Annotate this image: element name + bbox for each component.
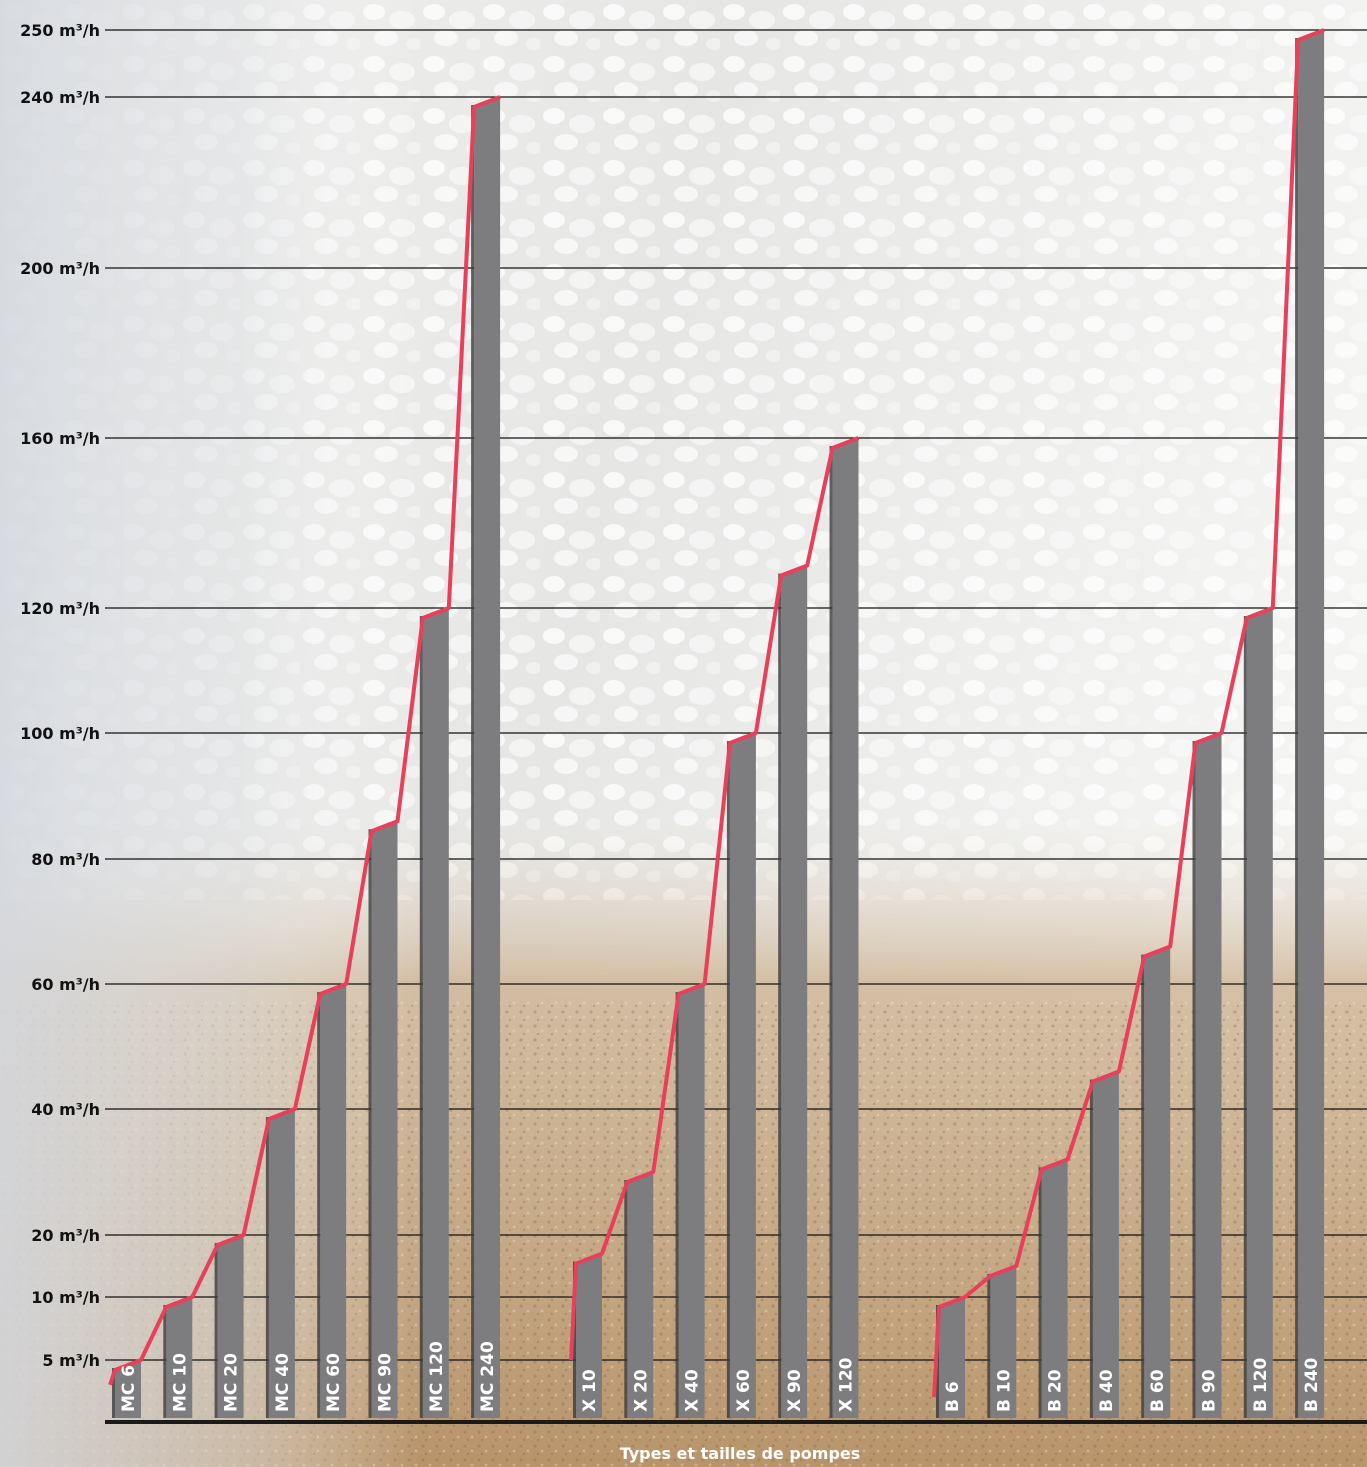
bar-shadow — [987, 1274, 991, 1418]
bar — [781, 565, 808, 1418]
y-tick-label: 100 m³/h — [20, 724, 100, 743]
bar-label: MC 40 — [273, 1353, 293, 1412]
bar — [320, 984, 347, 1418]
x-axis-label: Types et tailles de pompes — [620, 1444, 861, 1463]
bar-shadow — [265, 1117, 269, 1418]
bar-shadow — [1243, 616, 1247, 1418]
bar-shadow — [368, 829, 372, 1418]
bar-label: MC 10 — [170, 1353, 190, 1412]
bar — [1246, 608, 1273, 1418]
bar-label: B 90 — [1200, 1369, 1220, 1412]
y-tick-label: 240 m³/h — [20, 88, 100, 107]
y-tick-label: 20 m³/h — [31, 1226, 100, 1245]
bar — [1298, 30, 1325, 1418]
bar-label: X 10 — [580, 1369, 600, 1412]
bar — [729, 733, 756, 1418]
bar-label: MC 120 — [427, 1341, 447, 1412]
y-tick-label: 5 m³/h — [42, 1351, 100, 1370]
trend-lines — [108, 28, 1325, 1398]
bar — [627, 1172, 654, 1418]
bar-shadow — [1038, 1167, 1042, 1418]
bar-shadow — [624, 1180, 628, 1418]
bar-labels: MC 6 MC 10 MC 20 MC 40 MC 60 MC 90 MC 120 MC 24… — [119, 1341, 1322, 1412]
bar — [217, 1235, 244, 1418]
bar-label: X 20 — [631, 1369, 651, 1412]
bar-shadow — [214, 1243, 218, 1418]
bar-shadow — [419, 616, 423, 1418]
bar — [422, 608, 449, 1418]
bar — [115, 1360, 141, 1418]
y-axis-ticks: 5 m³/h 10 m³/h 20 m³/h 40 m³/h 60 m³/h 80 m³/… — [20, 21, 100, 1370]
bar-shadow — [778, 573, 782, 1418]
bar-shadow — [1192, 741, 1196, 1418]
bar-label: B 240 — [1302, 1357, 1322, 1412]
bar-shadow — [471, 105, 475, 1418]
bar-label: MC 20 — [222, 1353, 242, 1412]
bar-label: MC 6 — [119, 1365, 139, 1412]
bar-shadow — [1295, 38, 1299, 1418]
bar-label: MC 240 — [478, 1341, 498, 1412]
y-tick-label: 40 m³/h — [31, 1100, 100, 1119]
bar — [268, 1109, 295, 1418]
bar-label: X 40 — [683, 1369, 703, 1412]
bar — [990, 1266, 1017, 1418]
bar-shadow — [1141, 954, 1145, 1418]
bar-label: X 120 — [837, 1357, 857, 1412]
bar — [678, 984, 705, 1418]
bar — [939, 1297, 965, 1418]
bar — [1144, 946, 1171, 1418]
bar-label: X 90 — [785, 1369, 805, 1412]
bar-label: X 60 — [734, 1369, 754, 1412]
bar — [1195, 733, 1222, 1418]
bars — [112, 30, 1325, 1418]
bar-label: B 120 — [1251, 1357, 1271, 1412]
bar-shadow — [675, 992, 679, 1418]
y-tick-label: 80 m³/h — [31, 850, 100, 869]
trend-line — [569, 436, 860, 1361]
bar-shadow — [112, 1368, 115, 1418]
bar — [832, 438, 859, 1418]
bar-shadow — [573, 1261, 576, 1418]
bar — [371, 821, 398, 1418]
bar-label: B 60 — [1148, 1369, 1168, 1412]
bar — [1092, 1071, 1119, 1418]
bar — [576, 1253, 602, 1418]
y-tick-label: 60 m³/h — [31, 975, 100, 994]
bar-shadow — [163, 1305, 167, 1418]
trend-line — [108, 95, 501, 1386]
bar-shadow — [829, 446, 833, 1418]
y-tick-label: 160 m³/h — [20, 429, 100, 448]
y-tick-label: 250 m³/h — [20, 21, 100, 40]
bar — [166, 1297, 193, 1418]
y-tick-label: 10 m³/h — [31, 1288, 100, 1307]
bar-label: MC 90 — [376, 1353, 396, 1412]
bar — [1041, 1159, 1068, 1418]
bar-label: B 10 — [994, 1369, 1014, 1412]
bar-label: B 6 — [943, 1381, 963, 1412]
bar-shadow — [1089, 1079, 1093, 1418]
bar-label: MC 60 — [324, 1353, 344, 1412]
y-tick-label: 200 m³/h — [20, 259, 100, 278]
trend-line — [932, 28, 1325, 1398]
bar-label: B 20 — [1046, 1369, 1066, 1412]
bar-shadow — [726, 741, 730, 1418]
bar-shadow — [317, 992, 321, 1418]
bar — [474, 97, 501, 1418]
bar-label: B 40 — [1097, 1369, 1117, 1412]
y-tick-label: 120 m³/h — [20, 599, 100, 618]
